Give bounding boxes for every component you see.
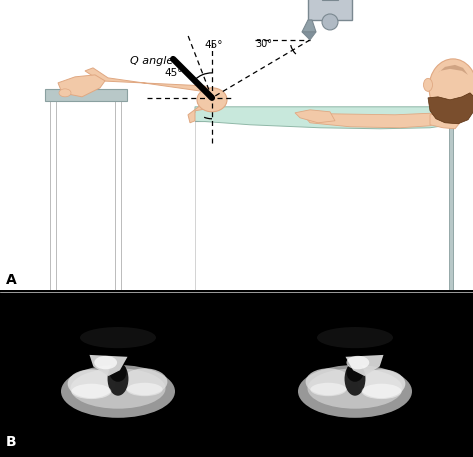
- Bar: [115, 101, 121, 292]
- Text: 30°: 30°: [255, 39, 272, 49]
- Ellipse shape: [80, 327, 156, 348]
- Polygon shape: [345, 355, 384, 376]
- Polygon shape: [85, 68, 220, 94]
- Ellipse shape: [109, 362, 127, 382]
- Ellipse shape: [61, 365, 175, 418]
- Polygon shape: [188, 103, 224, 123]
- Polygon shape: [430, 113, 460, 129]
- Polygon shape: [428, 93, 473, 124]
- Polygon shape: [302, 32, 316, 40]
- Ellipse shape: [358, 369, 405, 398]
- Ellipse shape: [346, 356, 369, 369]
- Ellipse shape: [429, 59, 473, 117]
- Bar: [449, 121, 453, 292]
- Ellipse shape: [317, 327, 393, 348]
- Bar: [195, 107, 453, 121]
- Ellipse shape: [310, 383, 346, 396]
- Ellipse shape: [70, 368, 166, 409]
- Text: A: A: [6, 273, 17, 287]
- Polygon shape: [58, 75, 105, 97]
- Circle shape: [322, 14, 338, 30]
- Bar: [45, 89, 127, 101]
- Polygon shape: [305, 113, 445, 128]
- Polygon shape: [89, 355, 128, 376]
- Polygon shape: [295, 110, 335, 123]
- Ellipse shape: [107, 362, 129, 396]
- Polygon shape: [438, 65, 468, 75]
- Ellipse shape: [306, 368, 351, 395]
- Ellipse shape: [122, 368, 167, 395]
- Ellipse shape: [197, 88, 227, 112]
- Bar: [195, 121, 453, 292]
- Ellipse shape: [362, 384, 402, 399]
- Ellipse shape: [59, 89, 71, 97]
- Ellipse shape: [346, 362, 364, 382]
- Polygon shape: [195, 113, 453, 125]
- Ellipse shape: [298, 365, 412, 418]
- Text: Q angle: Q angle: [130, 56, 173, 66]
- Ellipse shape: [127, 383, 163, 396]
- Ellipse shape: [71, 384, 111, 399]
- Ellipse shape: [94, 356, 117, 369]
- Text: B: B: [6, 435, 17, 449]
- Bar: [420, 123, 424, 292]
- Bar: [308, 0, 352, 20]
- Text: 45°: 45°: [164, 68, 183, 78]
- Ellipse shape: [68, 369, 115, 398]
- Ellipse shape: [423, 78, 432, 91]
- Ellipse shape: [344, 362, 366, 396]
- Ellipse shape: [307, 368, 403, 409]
- Polygon shape: [195, 107, 453, 129]
- Bar: [50, 101, 56, 292]
- Polygon shape: [302, 20, 316, 32]
- Text: 45°: 45°: [204, 40, 222, 50]
